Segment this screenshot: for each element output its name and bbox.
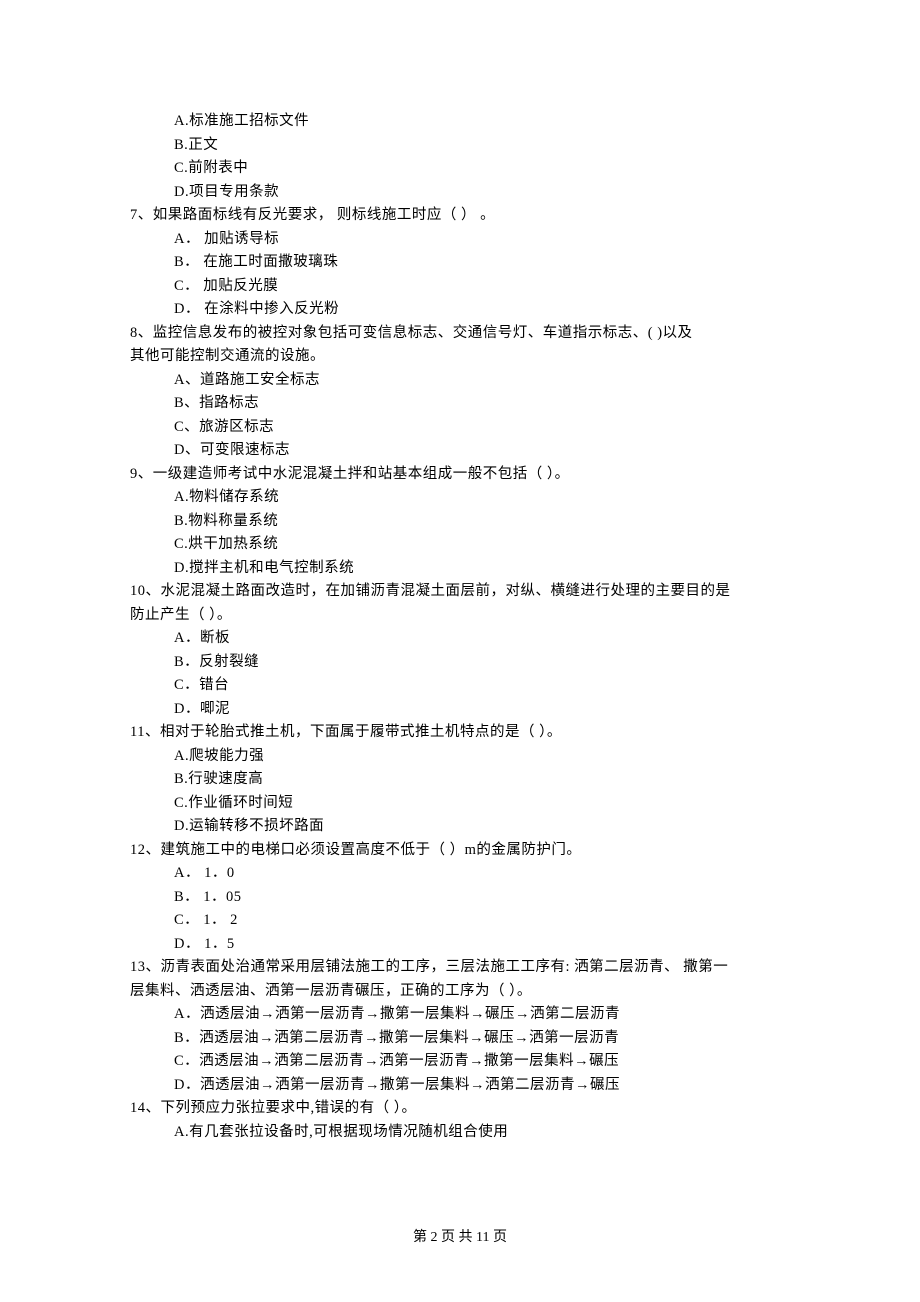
- q7-option-d: D． 在涂料中掺入反光粉: [130, 298, 790, 322]
- q7-option-c: C． 加贴反光膜: [130, 275, 790, 299]
- q12-option-a: A． 1．0: [130, 862, 790, 886]
- question-11: 11、相对于轮胎式推土机，下面属于履带式推土机特点的是（ ）。: [130, 721, 790, 745]
- page-footer: 第 2 页 共 11 页: [0, 1226, 920, 1246]
- q8-option-b: B、指路标志: [130, 392, 790, 416]
- q11-option-a: A.爬坡能力强: [130, 745, 790, 769]
- q13-option-b: B．洒透层油→洒第二层沥青→撒第一层集料→碾压→洒第一层沥青: [130, 1027, 790, 1051]
- question-10-line2: 防止产生（ ）。: [130, 604, 790, 628]
- q12-option-d: D． 1．5: [130, 933, 790, 957]
- q13-option-d: D．洒透层油→洒第一层沥青→撒第一层集料→洒第二层沥青→碾压: [130, 1074, 790, 1098]
- option-d-pre: D.项目专用条款: [130, 181, 790, 205]
- q14-option-a: A.有几套张拉设备时,可根据现场情况随机组合使用: [130, 1121, 790, 1145]
- option-a-pre: A.标准施工招标文件: [130, 110, 790, 134]
- q10-option-a: A．断板: [130, 627, 790, 651]
- q8-option-a: A、道路施工安全标志: [130, 369, 790, 393]
- q9-option-d: D.搅拌主机和电气控制系统: [130, 557, 790, 581]
- option-b-pre: B.正文: [130, 134, 790, 158]
- q10-option-b: B．反射裂缝: [130, 651, 790, 675]
- option-c-pre: C.前附表中: [130, 157, 790, 181]
- question-14: 14、下列预应力张拉要求中,错误的有（ ）。: [130, 1097, 790, 1121]
- question-13-line2: 层集料、洒透层油、洒第一层沥青碾压，正确的工序为（ ）。: [130, 980, 790, 1004]
- q13-option-c: C．洒透层油→洒第二层沥青→洒第一层沥青→撒第一层集料→碾压: [130, 1050, 790, 1074]
- q7-option-b: B． 在施工时面撒玻璃珠: [130, 251, 790, 275]
- question-13-line1: 13、沥青表面处治通常采用层铺法施工的工序，三层法施工工序有: 洒第二层沥青、 …: [130, 956, 790, 980]
- q8-option-d: D、可变限速标志: [130, 439, 790, 463]
- q8-option-c: C、旅游区标志: [130, 416, 790, 440]
- question-7: 7、如果路面标线有反光要求， 则标线施工时应（ ） 。: [130, 204, 790, 228]
- question-8-line2: 其他可能控制交通流的设施。: [130, 345, 790, 369]
- q13-option-a: A．洒透层油→洒第一层沥青→撒第一层集料→碾压→洒第二层沥青: [130, 1003, 790, 1027]
- question-10-line1: 10、水泥混凝土路面改造时，在加铺沥青混凝土面层前，对纵、横缝进行处理的主要目的…: [130, 580, 790, 604]
- q9-option-c: C.烘干加热系统: [130, 533, 790, 557]
- q9-option-a: A.物料储存系统: [130, 486, 790, 510]
- question-9: 9、一级建造师考试中水泥混凝土拌和站基本组成一般不包括（ ）。: [130, 463, 790, 487]
- q12-option-b: B． 1．05: [130, 886, 790, 910]
- q9-option-b: B.物料称量系统: [130, 510, 790, 534]
- q11-option-b: B.行驶速度高: [130, 768, 790, 792]
- q11-option-d: D.运输转移不损坏路面: [130, 815, 790, 839]
- q11-option-c: C.作业循环时间短: [130, 792, 790, 816]
- q7-option-a: A． 加贴诱导标: [130, 228, 790, 252]
- document-content: A.标准施工招标文件 B.正文 C.前附表中 D.项目专用条款 7、如果路面标线…: [130, 110, 790, 1144]
- q10-option-c: C．错台: [130, 674, 790, 698]
- q12-option-c: C． 1． 2: [130, 909, 790, 933]
- question-12: 12、建筑施工中的电梯口必须设置高度不低于（ ）m的金属防护门。: [130, 839, 790, 863]
- q10-option-d: D．唧泥: [130, 698, 790, 722]
- question-8-line1: 8、监控信息发布的被控对象包括可变信息标志、交通信号灯、车道指示标志、( )以及: [130, 322, 790, 346]
